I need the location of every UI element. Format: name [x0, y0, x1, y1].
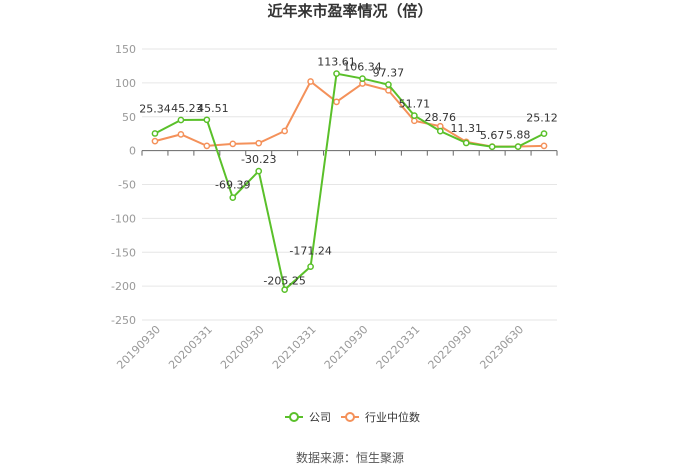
x-tick-label: 20200331: [166, 323, 215, 372]
y-tick-label: -50: [118, 179, 136, 192]
series-0-point[interactable]: [462, 139, 470, 147]
series-0-point[interactable]: [514, 143, 522, 150]
x-tick-label: 20220930: [426, 323, 475, 372]
data-label: 51.71: [399, 98, 431, 111]
legend[interactable]: 公司 行业中位数: [285, 410, 420, 424]
series-0-point[interactable]: [410, 112, 418, 119]
x-tick-label: 20220331: [374, 323, 423, 372]
legend-marker-icon: [345, 412, 355, 422]
series-0-point[interactable]: [255, 167, 263, 175]
series-0-point[interactable]: [333, 70, 340, 78]
data-label: 28.76: [425, 111, 457, 124]
series-layer: [151, 70, 548, 294]
y-tick-label: 50: [122, 111, 136, 124]
series-0-point[interactable]: [385, 81, 392, 89]
data-label: -69.39: [215, 179, 250, 192]
data-label: 25.34: [139, 102, 171, 115]
y-axis-ticks: 150 100 50 0 -50 -100 -150 -200 -250: [111, 43, 136, 327]
data-source: 数据来源：恒生聚源: [296, 450, 404, 465]
y-tick-label: 150: [115, 43, 136, 56]
series-1-point[interactable]: [255, 139, 263, 147]
chart-title: 近年来市盈率情况（倍）: [267, 2, 432, 20]
data-label: 5.67: [480, 129, 505, 142]
series-0-point[interactable]: [488, 143, 496, 151]
series-0-point[interactable]: [307, 263, 314, 270]
data-label: -205.25: [263, 275, 305, 288]
x-tick-label: 20200930: [218, 323, 267, 372]
series-1-point[interactable]: [385, 86, 392, 94]
series-0-point[interactable]: [436, 127, 444, 135]
legend-item-0[interactable]: 公司: [285, 411, 331, 424]
legend-item-1[interactable]: 行业中位数: [341, 410, 420, 424]
data-label: -30.23: [241, 153, 276, 166]
y-tick-label: 100: [115, 77, 136, 90]
series-1-point[interactable]: [307, 78, 314, 85]
y-tick-label: -250: [111, 314, 136, 327]
legend-label: 行业中位数: [365, 410, 420, 424]
legend-marker-icon: [289, 412, 299, 422]
data-label: 45.51: [197, 102, 229, 115]
series-1-point[interactable]: [281, 127, 289, 135]
y-tick-label: -200: [111, 280, 136, 293]
series-0-point[interactable]: [151, 130, 159, 137]
series-1-point[interactable]: [229, 140, 237, 148]
y-tick-label: -100: [111, 212, 136, 225]
x-tick-label: 20230630: [477, 323, 526, 372]
y-tick-label: -150: [111, 246, 136, 259]
data-label: 113.61: [317, 56, 356, 69]
data-label: 11.31: [450, 122, 482, 135]
series-0-point[interactable]: [540, 130, 548, 137]
series-0-point[interactable]: [203, 116, 211, 124]
grid-lines: [142, 48, 557, 321]
series-0-point[interactable]: [281, 286, 289, 294]
x-tick-label: 20210930: [322, 323, 371, 372]
data-label: 97.37: [373, 67, 405, 80]
series-0-point[interactable]: [229, 194, 237, 201]
series-line-0: [154, 72, 545, 292]
series-1-point[interactable]: [177, 131, 185, 138]
data-label: 25.12: [526, 112, 558, 125]
x-axis: 20190930 20200331 20200930 20210331 20210930…: [114, 150, 558, 372]
series-1-point[interactable]: [410, 117, 418, 125]
data-label: 45.23: [171, 102, 203, 115]
series-1-point[interactable]: [333, 98, 340, 106]
series-1-point[interactable]: [151, 137, 159, 145]
series-1-point[interactable]: [540, 142, 548, 150]
y-tick-label: 0: [129, 145, 136, 158]
x-tick-label: 20190930: [114, 323, 163, 372]
series-0-point[interactable]: [177, 116, 185, 124]
x-tick-label: 20210331: [270, 323, 319, 372]
data-label: 5.88: [506, 129, 531, 142]
series-0-point[interactable]: [359, 75, 366, 82]
series-1-point[interactable]: [203, 142, 211, 150]
data-label: 106.34: [343, 61, 382, 74]
data-label: -171.24: [289, 245, 331, 258]
legend-label: 公司: [309, 411, 331, 424]
